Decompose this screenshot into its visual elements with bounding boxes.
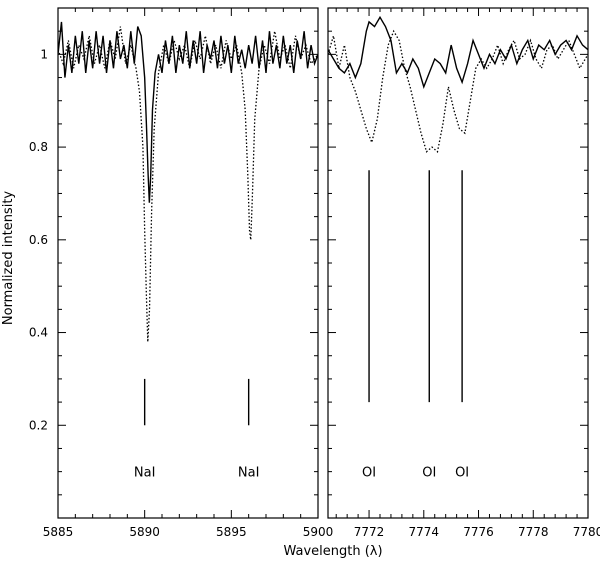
line-annotation: NaI [238,466,260,481]
x-tick-label: 5900 [303,525,334,539]
line-annotation: OI [455,466,469,481]
x-tick-label: 5895 [216,525,247,539]
series-solid-line [328,15,588,89]
y-tick-label: 0.6 [29,233,48,247]
x-tick-label: 7778 [518,525,549,539]
x-axis-label: Wavelength (λ) [283,544,382,559]
panel-nai: 5885 5890 5895 5900 0.2 0.4 0.6 0.8 1 NaI NaI [29,7,334,539]
y-tick-label: 0.2 [29,418,48,432]
panel-frame [57,7,319,519]
line-annotation: NaI [134,466,156,481]
series-solid-line [58,21,318,203]
y-axis-label: Normalized intensity [1,191,16,326]
x-tick-label: 7772 [354,525,385,539]
panel-frame [327,7,589,519]
series-dotted-line [58,26,318,342]
y-tick-label: 0.8 [29,140,48,154]
series-dotted-line [328,29,588,153]
panel-oi: 777277747776777877800.20.40.60.81OIOIOI [327,7,600,539]
line-annotation: OI [422,466,436,481]
line-annotation: OI [362,466,376,481]
y-tick-label: 0.4 [29,326,48,340]
x-tick-label: 5885 [43,525,74,539]
x-tick-label: 7774 [409,525,440,539]
x-tick-label: 7776 [463,525,494,539]
x-tick-label: 7780 [573,525,600,539]
x-tick-label: 5890 [129,525,160,539]
y-tick-label: 1 [40,47,48,61]
